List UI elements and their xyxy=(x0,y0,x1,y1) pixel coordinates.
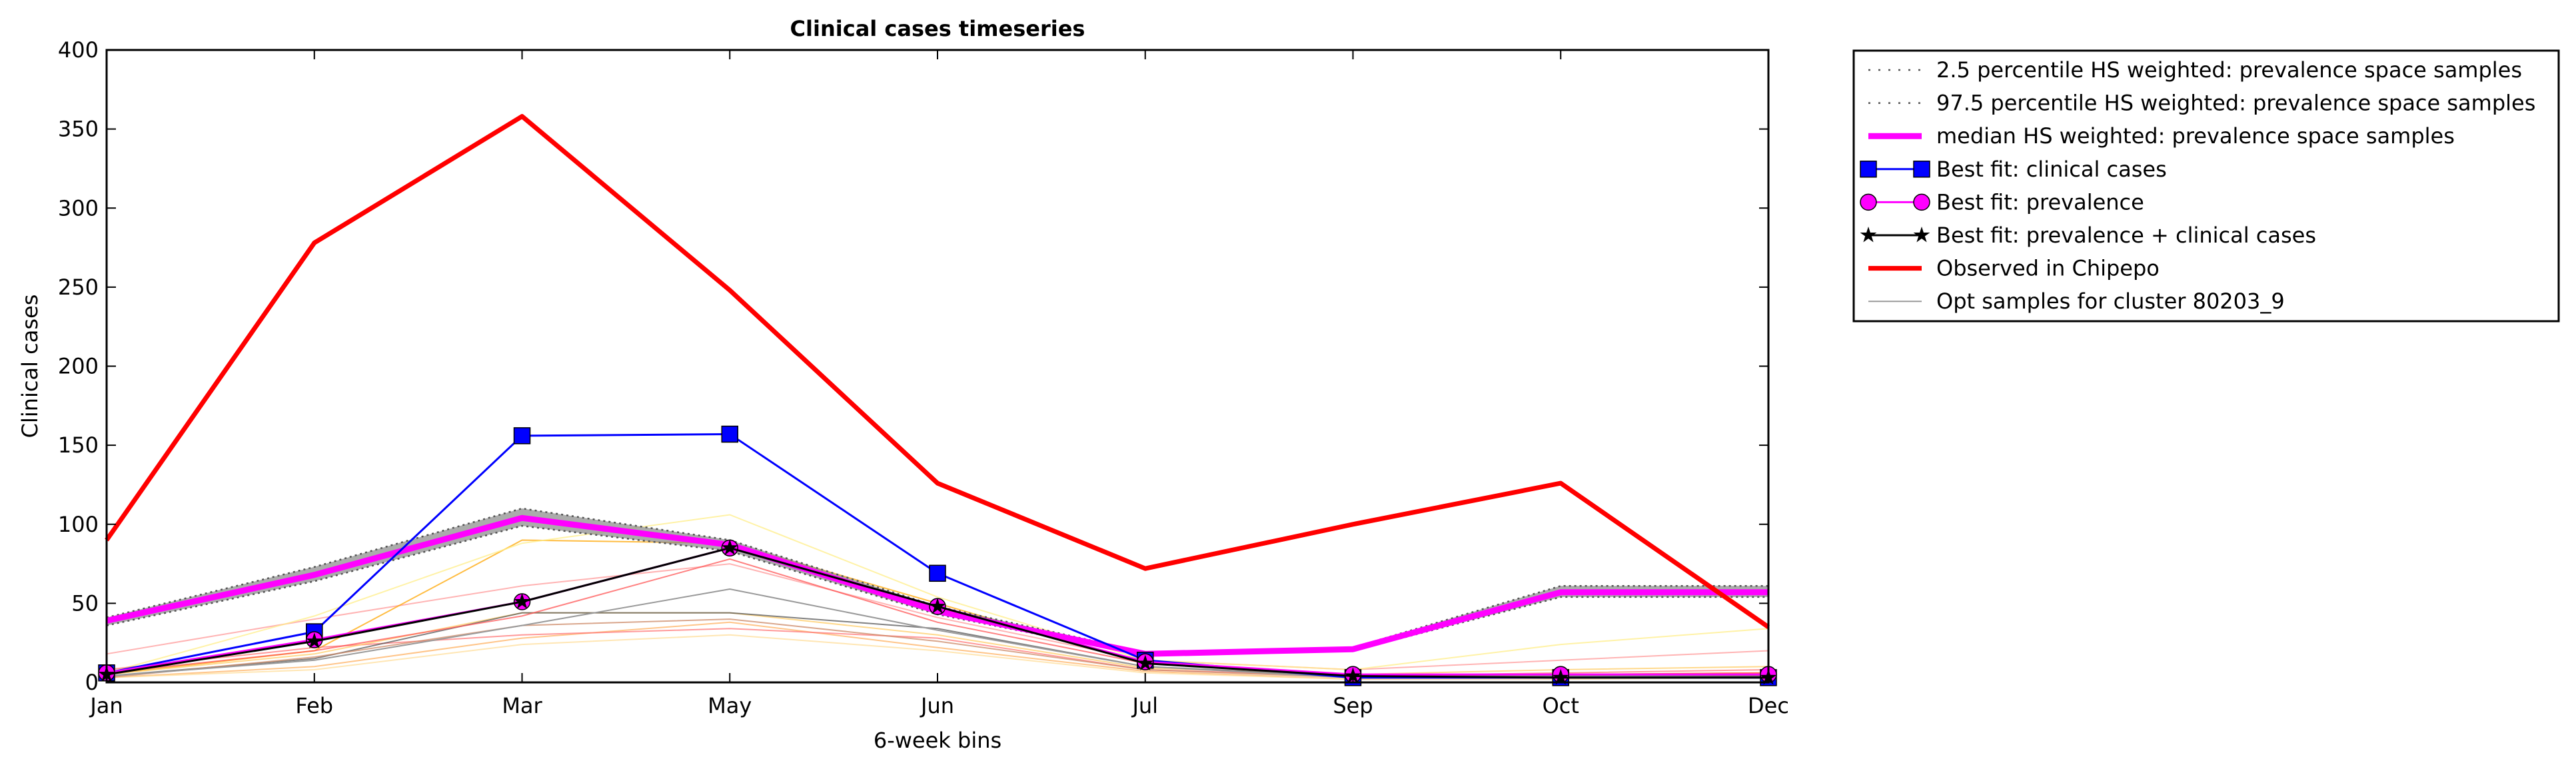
x-tick-label: Oct xyxy=(1543,693,1579,718)
plot-layer xyxy=(98,50,1777,686)
x-tick-label: Sep xyxy=(1333,693,1373,718)
y-tick-label: 0 xyxy=(85,670,99,695)
y-tick-label: 350 xyxy=(58,117,99,142)
legend-box xyxy=(1852,49,2560,323)
legend: 2.5 percentile HS weighted: prevalence s… xyxy=(1852,49,2560,323)
series-6-point-6 xyxy=(1137,654,1154,670)
y-tick-label: 200 xyxy=(58,354,99,379)
y-tick-label: 150 xyxy=(58,432,99,458)
legend-marker xyxy=(1913,227,1930,243)
legend-label-7: Observed in Chipepo xyxy=(1936,256,2160,281)
plot-area xyxy=(107,50,1768,682)
legend-marker xyxy=(1860,161,1877,178)
opt-sample-line-6 xyxy=(106,612,1769,676)
legend-label-5: Best fit: prevalence xyxy=(1936,189,2144,215)
legend-label-2: 97.5 percentile HS weighted: prevalence … xyxy=(1936,91,2535,116)
series-4-point-5 xyxy=(929,564,946,582)
legend-label-6: Best fit: prevalence + clinical cases xyxy=(1936,223,2316,248)
opt-sample-line-3 xyxy=(106,514,1769,674)
y-tick-label: 400 xyxy=(58,37,99,63)
chart-title: Clinical cases timeseries xyxy=(790,16,1085,41)
legend-label-4: Best fit: clinical cases xyxy=(1936,157,2167,182)
series-6-point-3 xyxy=(514,593,530,609)
legend-label-3: median HS weighted: prevalence space sam… xyxy=(1936,123,2455,149)
x-tick-label: Jan xyxy=(89,693,123,718)
legend-marker xyxy=(1860,227,1877,243)
series-4-point-3 xyxy=(513,427,531,444)
x-tick-label: Feb xyxy=(295,693,333,718)
y-tick-label: 50 xyxy=(71,590,99,616)
x-tick-label: Dec xyxy=(1748,693,1789,718)
y-tick-label: 300 xyxy=(58,195,99,221)
series-7-line xyxy=(105,114,1770,629)
series-4-point-4 xyxy=(721,425,738,443)
y-tick-label: 100 xyxy=(58,512,99,537)
legend-label-8: Opt samples for cluster 80203_9 xyxy=(1936,289,2285,314)
legend-marker xyxy=(1913,161,1930,178)
series-6-point-4 xyxy=(721,539,738,555)
opt-sample-line-8 xyxy=(106,612,1768,677)
x-tick-label: May xyxy=(708,693,752,718)
legend-marker xyxy=(1913,193,1930,211)
legend-label-1: 2.5 percentile HS weighted: prevalence s… xyxy=(1936,57,2522,83)
y-tick-label: 250 xyxy=(58,275,99,300)
x-tick-label: Jul xyxy=(1131,693,1158,718)
x-axis-label: 6-week bins xyxy=(874,728,1001,753)
x-tick-label: Mar xyxy=(502,693,542,718)
series-6-point-5 xyxy=(929,598,946,614)
series-6-point-2 xyxy=(306,632,323,648)
y-axis-label: Clinical cases xyxy=(17,295,43,438)
opt-sample-line-7 xyxy=(106,634,1769,680)
legend-marker xyxy=(1860,193,1877,211)
x-tick-label: Jun xyxy=(920,693,954,718)
opt-sample-line-1 xyxy=(106,563,1769,671)
axes-layer: 0 50 100 150 200 250 300 350 400 Jan Feb Mar May Jun J… xyxy=(17,16,1789,753)
